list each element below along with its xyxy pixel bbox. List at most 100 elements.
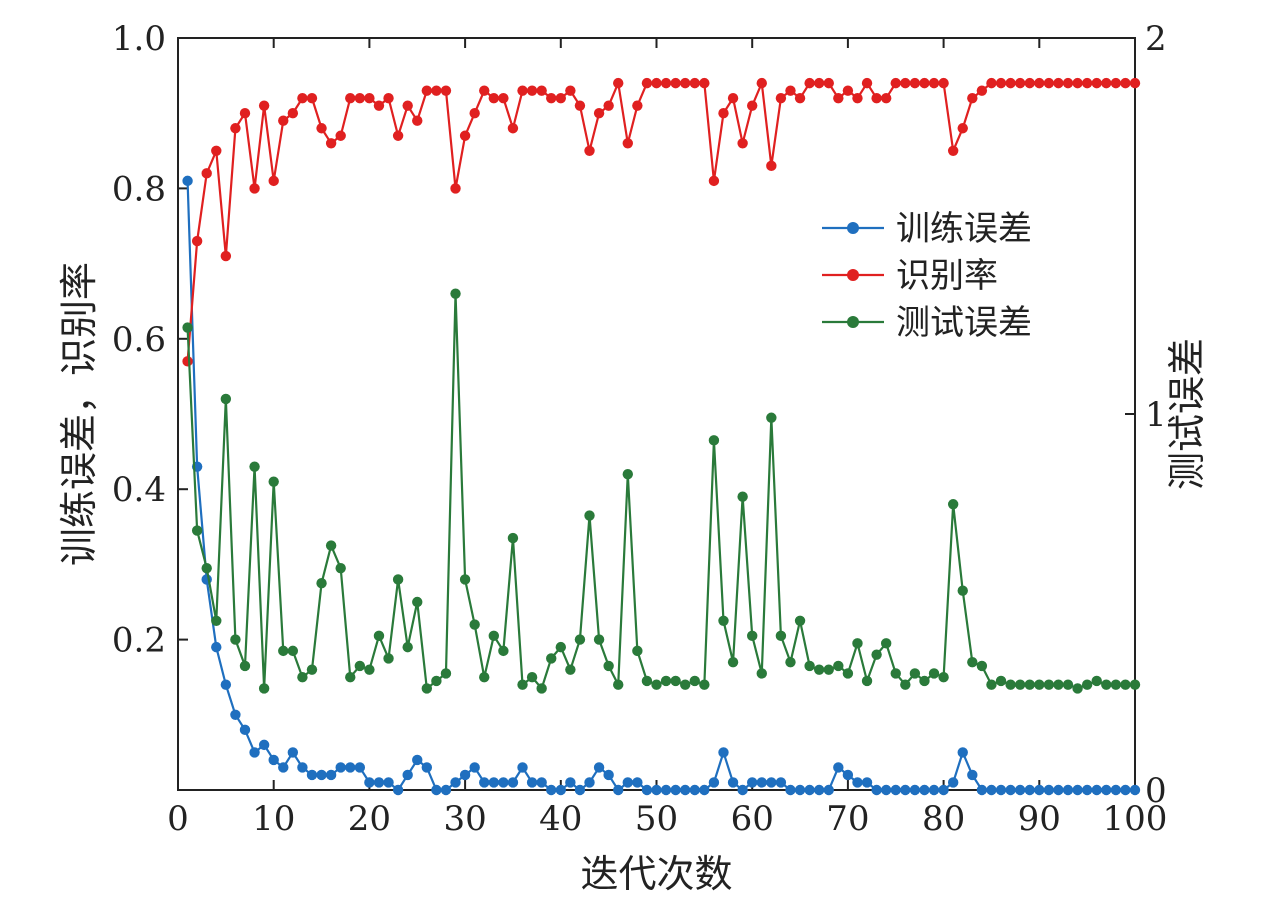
series-point	[737, 491, 748, 502]
series-point	[526, 85, 538, 96]
series-point	[909, 668, 921, 679]
series-point	[689, 784, 700, 796]
series-point	[947, 499, 959, 510]
series-point	[1014, 77, 1026, 89]
series-point	[440, 784, 452, 796]
series-point	[737, 784, 748, 796]
series-point	[794, 615, 806, 626]
series-point	[718, 108, 729, 119]
series-point	[191, 525, 203, 536]
series-point	[431, 784, 442, 796]
series-point	[1014, 679, 1026, 690]
series-point	[479, 777, 490, 788]
series-point	[727, 92, 739, 104]
series-point	[1091, 77, 1102, 89]
series-point	[306, 769, 318, 781]
series-point	[469, 108, 480, 119]
series-point	[747, 777, 758, 788]
series-point	[421, 762, 433, 773]
series-point	[507, 777, 519, 788]
series-point	[201, 168, 212, 179]
series-point	[220, 250, 232, 262]
series-point	[1120, 77, 1131, 89]
x-tick-label: 30	[443, 799, 486, 839]
series-point	[517, 679, 528, 690]
series-point	[268, 175, 279, 187]
series-point	[278, 115, 289, 126]
series-point	[995, 784, 1007, 796]
series-point	[813, 77, 825, 89]
series-point	[211, 641, 222, 653]
series-point	[220, 679, 232, 690]
series-point	[1129, 784, 1141, 796]
series-point	[737, 138, 748, 149]
series-point	[632, 645, 643, 657]
series-point	[938, 784, 949, 796]
series-point	[804, 660, 815, 672]
series-point	[316, 769, 327, 781]
series-point	[584, 777, 595, 788]
series-point	[1053, 679, 1064, 690]
series-point	[1034, 679, 1045, 690]
series-point	[373, 630, 385, 642]
x-tick-label: 90	[1018, 799, 1061, 839]
series-point	[622, 777, 633, 788]
series-point	[450, 777, 461, 788]
series-point	[1053, 784, 1064, 796]
series-point	[191, 235, 203, 247]
series-point	[670, 784, 681, 796]
series-point	[699, 77, 710, 89]
series-point	[747, 100, 758, 111]
series-point	[986, 784, 997, 796]
x-tick-label: 60	[731, 799, 774, 839]
series-point	[488, 630, 500, 642]
series-point	[297, 672, 308, 683]
series-point	[345, 92, 356, 104]
series-point	[603, 769, 614, 781]
series-point	[230, 123, 241, 134]
series-point	[699, 784, 710, 796]
series-point	[431, 675, 442, 687]
series-point	[919, 784, 930, 796]
series-point	[823, 77, 834, 89]
series-point	[211, 615, 222, 626]
series-point	[354, 762, 366, 773]
x-tick-label: 40	[539, 799, 582, 839]
series-point	[1072, 683, 1083, 694]
x-tick-label: 100	[1103, 799, 1168, 839]
series-point	[871, 649, 882, 660]
series-point	[459, 769, 471, 781]
series-point	[565, 85, 576, 96]
series-point	[287, 747, 299, 758]
series-point	[785, 656, 796, 668]
series-point	[689, 77, 700, 89]
series-point	[249, 461, 260, 472]
series-point	[1053, 77, 1064, 89]
legend-swatch-marker	[847, 222, 859, 234]
series-point	[641, 784, 653, 796]
plot-frame	[177, 37, 1136, 791]
series-point	[852, 777, 863, 788]
series-point	[239, 724, 251, 736]
series-point	[756, 77, 767, 89]
series-point	[660, 77, 672, 89]
series-point	[660, 784, 672, 796]
series-point	[536, 85, 547, 96]
y-right-tick-label: 2	[1145, 19, 1167, 59]
series-point	[995, 675, 1007, 687]
series-point	[852, 92, 863, 104]
series-point	[967, 656, 978, 668]
series-point	[651, 679, 662, 690]
series-point	[622, 468, 633, 480]
series-point	[1062, 679, 1074, 690]
series-point	[278, 762, 289, 773]
series-point	[718, 615, 729, 626]
y-left-tick-label: 0.6	[112, 320, 166, 360]
series-point	[584, 145, 595, 156]
series-point	[1110, 784, 1122, 796]
series-point	[785, 784, 796, 796]
series-point	[546, 653, 557, 664]
series-point	[708, 435, 720, 446]
series-point	[833, 92, 844, 104]
